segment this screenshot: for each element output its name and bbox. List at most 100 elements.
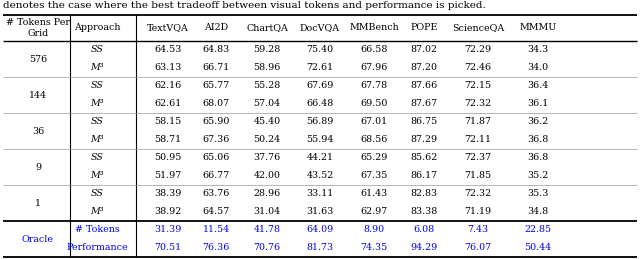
- Text: denotes the case where the best tradeoff between visual tokens and performance i: denotes the case where the best tradeoff…: [3, 1, 486, 10]
- Text: Approach: Approach: [74, 24, 120, 32]
- Text: 72.32: 72.32: [465, 99, 492, 109]
- Text: 50.44: 50.44: [524, 243, 552, 253]
- Text: 64.57: 64.57: [202, 207, 230, 217]
- Text: 576: 576: [29, 54, 47, 63]
- Text: 28.96: 28.96: [253, 190, 280, 198]
- Text: 94.29: 94.29: [410, 243, 438, 253]
- Text: 36.1: 36.1: [527, 99, 548, 109]
- Text: M³: M³: [90, 171, 104, 181]
- Text: 86.17: 86.17: [410, 171, 438, 181]
- Text: SS: SS: [91, 46, 104, 54]
- Text: M³: M³: [90, 207, 104, 217]
- Text: 50.24: 50.24: [253, 135, 280, 145]
- Text: 72.15: 72.15: [465, 82, 492, 90]
- Text: 75.40: 75.40: [307, 46, 333, 54]
- Text: 34.8: 34.8: [527, 207, 548, 217]
- Text: 144: 144: [29, 90, 47, 99]
- Text: 66.48: 66.48: [307, 99, 333, 109]
- Text: 67.01: 67.01: [360, 118, 388, 126]
- Text: 72.37: 72.37: [465, 154, 492, 162]
- Text: 82.83: 82.83: [410, 190, 438, 198]
- Text: 72.11: 72.11: [465, 135, 492, 145]
- Text: 67.69: 67.69: [307, 82, 333, 90]
- Text: 45.40: 45.40: [253, 118, 280, 126]
- Text: 9: 9: [35, 162, 41, 171]
- Text: 51.97: 51.97: [154, 171, 182, 181]
- Text: 81.73: 81.73: [307, 243, 333, 253]
- Text: 65.77: 65.77: [202, 82, 230, 90]
- Text: 87.20: 87.20: [410, 63, 438, 73]
- Text: 72.29: 72.29: [465, 46, 492, 54]
- Text: DocVQA: DocVQA: [300, 24, 340, 32]
- Text: 36.8: 36.8: [527, 154, 548, 162]
- Text: MMMU: MMMU: [520, 24, 557, 32]
- Text: AI2D: AI2D: [204, 24, 228, 32]
- Text: TextVQA: TextVQA: [147, 24, 189, 32]
- Text: 63.76: 63.76: [202, 190, 230, 198]
- Text: 67.35: 67.35: [360, 171, 388, 181]
- Text: 62.97: 62.97: [360, 207, 388, 217]
- Text: 35.3: 35.3: [527, 190, 548, 198]
- Text: 31.39: 31.39: [154, 226, 182, 234]
- Text: 67.96: 67.96: [360, 63, 388, 73]
- Text: 7.43: 7.43: [467, 226, 488, 234]
- Text: # Tokens Per
Grid: # Tokens Per Grid: [6, 18, 70, 38]
- Text: 42.00: 42.00: [253, 171, 280, 181]
- Text: 68.07: 68.07: [202, 99, 230, 109]
- Text: 70.76: 70.76: [253, 243, 280, 253]
- Text: 50.95: 50.95: [154, 154, 182, 162]
- Text: 76.07: 76.07: [465, 243, 492, 253]
- Text: M³: M³: [90, 135, 104, 145]
- Text: 66.71: 66.71: [202, 63, 230, 73]
- Text: POPE: POPE: [410, 24, 438, 32]
- Text: 56.89: 56.89: [307, 118, 333, 126]
- Text: 87.29: 87.29: [410, 135, 438, 145]
- Text: 36.2: 36.2: [527, 118, 548, 126]
- Text: 65.29: 65.29: [360, 154, 388, 162]
- Text: ScienceQA: ScienceQA: [452, 24, 504, 32]
- Text: 72.46: 72.46: [465, 63, 492, 73]
- Text: 71.85: 71.85: [465, 171, 492, 181]
- Text: 71.87: 71.87: [465, 118, 492, 126]
- Text: 67.36: 67.36: [202, 135, 230, 145]
- Text: Performance: Performance: [66, 243, 128, 253]
- Text: 11.54: 11.54: [202, 226, 230, 234]
- Text: 68.56: 68.56: [360, 135, 388, 145]
- Text: 36.4: 36.4: [527, 82, 548, 90]
- Text: 36.8: 36.8: [527, 135, 548, 145]
- Text: 87.66: 87.66: [410, 82, 438, 90]
- Text: 87.67: 87.67: [410, 99, 438, 109]
- Text: SS: SS: [91, 154, 104, 162]
- Text: 41.78: 41.78: [253, 226, 280, 234]
- Text: 71.19: 71.19: [465, 207, 492, 217]
- Text: 8.90: 8.90: [364, 226, 385, 234]
- Text: 33.11: 33.11: [307, 190, 333, 198]
- Text: 72.32: 72.32: [465, 190, 492, 198]
- Text: 6.08: 6.08: [413, 226, 435, 234]
- Text: 63.13: 63.13: [154, 63, 182, 73]
- Text: 76.36: 76.36: [202, 243, 230, 253]
- Text: 31.04: 31.04: [253, 207, 280, 217]
- Text: SS: SS: [91, 190, 104, 198]
- Text: M³: M³: [90, 99, 104, 109]
- Text: 44.21: 44.21: [307, 154, 333, 162]
- Text: M³: M³: [90, 63, 104, 73]
- Text: 58.15: 58.15: [154, 118, 182, 126]
- Text: 72.61: 72.61: [307, 63, 333, 73]
- Text: 61.43: 61.43: [360, 190, 388, 198]
- Text: 55.94: 55.94: [307, 135, 333, 145]
- Text: 62.16: 62.16: [154, 82, 182, 90]
- Text: 74.35: 74.35: [360, 243, 388, 253]
- Text: 1: 1: [35, 198, 41, 207]
- Text: SS: SS: [91, 118, 104, 126]
- Text: 70.51: 70.51: [154, 243, 182, 253]
- Text: 83.38: 83.38: [410, 207, 438, 217]
- Text: 64.09: 64.09: [307, 226, 333, 234]
- Text: 58.71: 58.71: [154, 135, 182, 145]
- Text: 22.85: 22.85: [524, 226, 552, 234]
- Text: 36: 36: [32, 126, 44, 135]
- Text: 57.04: 57.04: [253, 99, 280, 109]
- Text: # Tokens: # Tokens: [75, 226, 120, 234]
- Text: 37.76: 37.76: [253, 154, 280, 162]
- Text: 86.75: 86.75: [410, 118, 438, 126]
